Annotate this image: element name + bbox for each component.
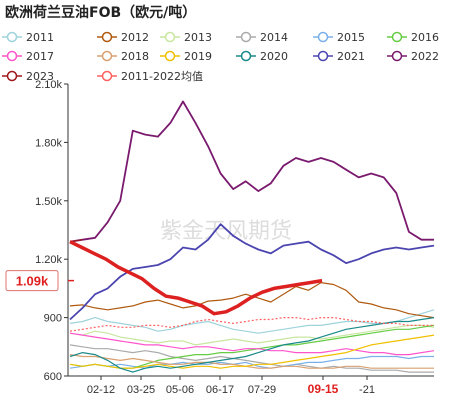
series-line-2: [69, 324, 435, 346]
series-line-4: [69, 355, 434, 369]
legend-marker-12: [6, 70, 18, 82]
legend-marker-9: [240, 50, 252, 62]
legend-label-12: 2023: [26, 70, 54, 83]
series-line-0: [69, 309, 435, 334]
x-tick-label-6: -21: [359, 384, 375, 396]
watermark: 紫金天风期货: [160, 219, 292, 244]
series-line-3: [69, 344, 434, 373]
series-line-1: [69, 282, 435, 319]
legend-label-5: 2016: [411, 31, 439, 44]
y-tick-label-3: 1.50k: [35, 196, 62, 208]
legend-marker-2: [164, 31, 176, 43]
legend-label-4: 2015: [337, 31, 365, 44]
series-line-10: [69, 223, 435, 321]
legend-label-2: 2013: [184, 31, 212, 44]
legend-marker-13: [101, 70, 113, 82]
legend-marker-3: [240, 31, 252, 43]
x-tick-label-3: 06-17: [206, 384, 234, 396]
legend-label-13: 2011-2022均值: [121, 70, 203, 83]
y-tick-label-0: 600: [44, 371, 62, 383]
current-value-label: 1.09k: [16, 274, 49, 289]
legend-marker-10: [317, 50, 329, 62]
current-value-box: [5, 270, 59, 292]
y-tick-label-1: 900: [44, 313, 62, 325]
series-line-7: [69, 354, 434, 369]
series-line-13: [69, 317, 434, 332]
series-line-9: [69, 317, 435, 373]
series-line-14: [69, 240, 323, 316]
legend-marker-4: [317, 31, 329, 43]
legend-label-7: 2018: [121, 50, 149, 63]
x-tick-label-4: 07-29: [248, 384, 276, 396]
legend-marker-1: [101, 31, 113, 43]
legend-marker-0: [6, 31, 18, 43]
legend-marker-8: [164, 50, 176, 62]
series-line-6: [69, 332, 435, 356]
legend-label-3: 2014: [260, 31, 288, 44]
legend-label-10: 2021: [337, 50, 365, 63]
legend-label-1: 2012: [121, 31, 149, 44]
legend-label-0: 2011: [26, 31, 54, 44]
y-tick-label-2: 1.20k: [35, 254, 62, 266]
legend-marker-5: [391, 31, 403, 43]
x-tick-label-1: 03-25: [127, 384, 155, 396]
chart-title: 欧洲荷兰豆油FOB（欧元/吨）: [5, 5, 197, 21]
legend-marker-7: [101, 50, 113, 62]
legend-label-11: 2022: [411, 50, 439, 63]
legend-marker-11: [391, 50, 403, 62]
y-tick-label-5: 2.10k: [35, 79, 62, 91]
legend-label-9: 2020: [260, 50, 288, 63]
x-tick-label-5: 09-15: [308, 382, 339, 396]
x-tick-label-2: 05-06: [166, 384, 194, 396]
series-line-8: [69, 334, 435, 369]
legend-label-6: 2017: [26, 50, 54, 63]
series-line-11: [69, 100, 434, 243]
y-tick-label-4: 1.80k: [35, 137, 62, 149]
x-tick-label-0: 02-12: [87, 384, 115, 396]
legend-label-8: 2019: [184, 50, 212, 63]
legend-marker-6: [6, 50, 18, 62]
